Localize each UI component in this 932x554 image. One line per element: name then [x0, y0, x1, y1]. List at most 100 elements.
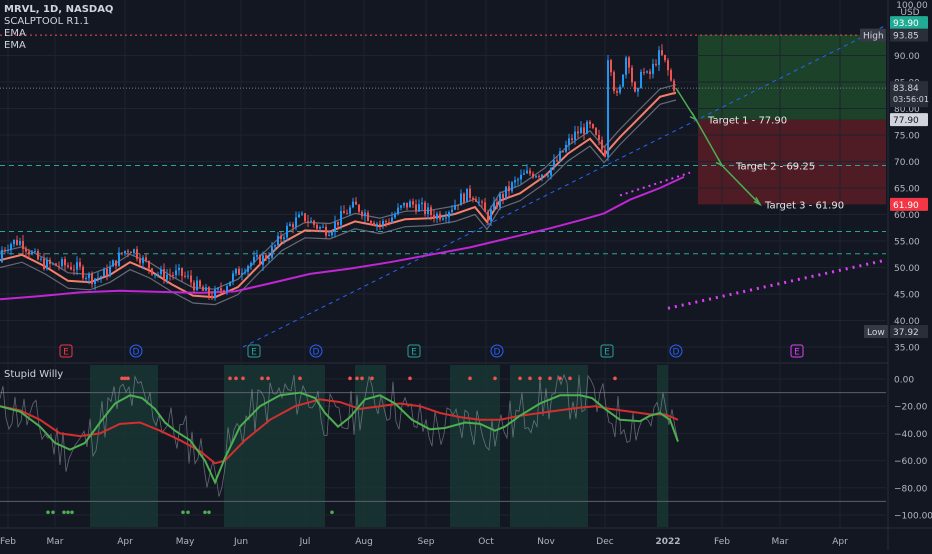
candle-body — [490, 209, 492, 222]
candle-body — [670, 70, 672, 81]
candle-body — [208, 287, 210, 296]
dividend-marker[interactable] — [309, 344, 323, 358]
candle-body — [502, 193, 504, 199]
oversold-dot — [203, 510, 207, 515]
legend-indicator-scalptool[interactable]: SCALPTOOL R1.1 — [4, 16, 90, 27]
candle-body — [538, 176, 540, 178]
candle-body — [106, 269, 108, 276]
candle-body — [547, 175, 549, 177]
price-tick-label: 80.00 — [894, 105, 920, 115]
candle-body — [4, 249, 6, 251]
earnings-marker[interactable] — [59, 344, 73, 358]
candle-body — [178, 267, 180, 271]
candle-body — [481, 201, 483, 203]
candle-body — [217, 288, 219, 290]
ema-slow-line — [0, 175, 685, 301]
earnings-marker[interactable] — [790, 344, 804, 358]
overbought-dot — [538, 376, 542, 381]
candle-body — [97, 277, 99, 279]
candle-body — [1, 249, 3, 263]
tag-low-value-bg — [890, 325, 928, 339]
candle-body — [334, 221, 336, 233]
oscillator-raw-line — [0, 373, 679, 497]
event-label: E — [794, 348, 800, 358]
legend-indicator-ema-1[interactable]: EMA — [4, 28, 26, 39]
candle-body — [85, 278, 87, 280]
overbought-dot — [126, 376, 130, 381]
price-tick-label: 60.00 — [894, 211, 920, 221]
earnings-marker[interactable] — [407, 344, 421, 358]
event-label: D — [673, 348, 680, 358]
candle-body — [154, 274, 156, 276]
dividend-marker[interactable] — [490, 344, 504, 358]
time-tick-label: Sep — [418, 537, 435, 547]
tag-high-value-bg — [890, 28, 928, 42]
ema-fast-line — [0, 91, 677, 299]
oversold-dot — [181, 510, 185, 515]
scalptool-upper-band — [0, 84, 677, 290]
target-arrow — [721, 164, 761, 205]
candle-body — [268, 257, 270, 260]
time-tick-label: Nov — [537, 537, 555, 547]
candle-body — [244, 271, 246, 273]
candle-body — [661, 50, 663, 55]
earnings-marker[interactable] — [600, 344, 614, 358]
tag-target-1-bg — [890, 113, 928, 127]
candle-body — [610, 60, 612, 73]
candle-body — [13, 239, 15, 245]
legend-indicator-ema-2[interactable]: EMA — [4, 40, 26, 51]
candle-body — [256, 255, 258, 257]
candle-body — [280, 235, 282, 239]
candle-body — [415, 204, 417, 212]
candle-body — [388, 222, 390, 224]
candle-body — [487, 211, 489, 222]
signal-zone — [355, 365, 386, 527]
candle-body — [532, 173, 534, 178]
candle-body — [274, 245, 276, 247]
price-tick-label: 90.00 — [894, 52, 920, 62]
dividend-marker[interactable] — [129, 344, 143, 358]
candle-body — [118, 252, 120, 266]
candle-body — [469, 188, 471, 198]
candle-body — [667, 60, 669, 71]
dividend-marker[interactable] — [669, 344, 683, 358]
candle-body — [295, 217, 297, 228]
candle-body — [199, 280, 201, 287]
candle-body — [25, 249, 27, 252]
candle-body — [655, 63, 657, 65]
oversold-dot — [46, 510, 50, 515]
overbought-dot — [493, 376, 497, 381]
candle-body — [499, 193, 501, 208]
signal-zone — [224, 365, 325, 527]
oscillator-tick-label: 0.00 — [894, 376, 914, 386]
candle-body — [631, 67, 633, 83]
symbol-title[interactable]: MRVL, 1D, NASDAQ — [4, 4, 114, 15]
candle-body — [130, 252, 132, 254]
candle-body — [358, 204, 360, 212]
candle-body — [586, 121, 588, 134]
candle-body — [559, 151, 561, 161]
candle-body — [556, 160, 558, 162]
time-tick-label: Oct — [478, 537, 494, 547]
candle-body — [148, 260, 150, 269]
candle-body — [55, 263, 57, 266]
candle-body — [316, 224, 318, 229]
candle-body — [322, 226, 324, 228]
target-zone-red — [698, 119, 886, 205]
overbought-dot — [370, 376, 374, 381]
price-tick-label: 50.00 — [894, 264, 920, 274]
candle-body — [112, 260, 114, 267]
scalptool-lower-band — [0, 99, 677, 306]
candle-body — [382, 220, 384, 225]
candle-body — [160, 269, 162, 275]
candle-body — [133, 249, 135, 253]
candle-body — [73, 269, 75, 271]
event-label: E — [251, 348, 257, 358]
candle-body — [319, 227, 321, 229]
candle-body — [646, 71, 648, 73]
candle-body — [22, 240, 24, 250]
earnings-marker[interactable] — [247, 344, 261, 358]
overbought-dot — [234, 376, 238, 381]
candle-body — [103, 269, 105, 277]
lower-pane-title[interactable]: Stupid Willy — [4, 369, 64, 380]
